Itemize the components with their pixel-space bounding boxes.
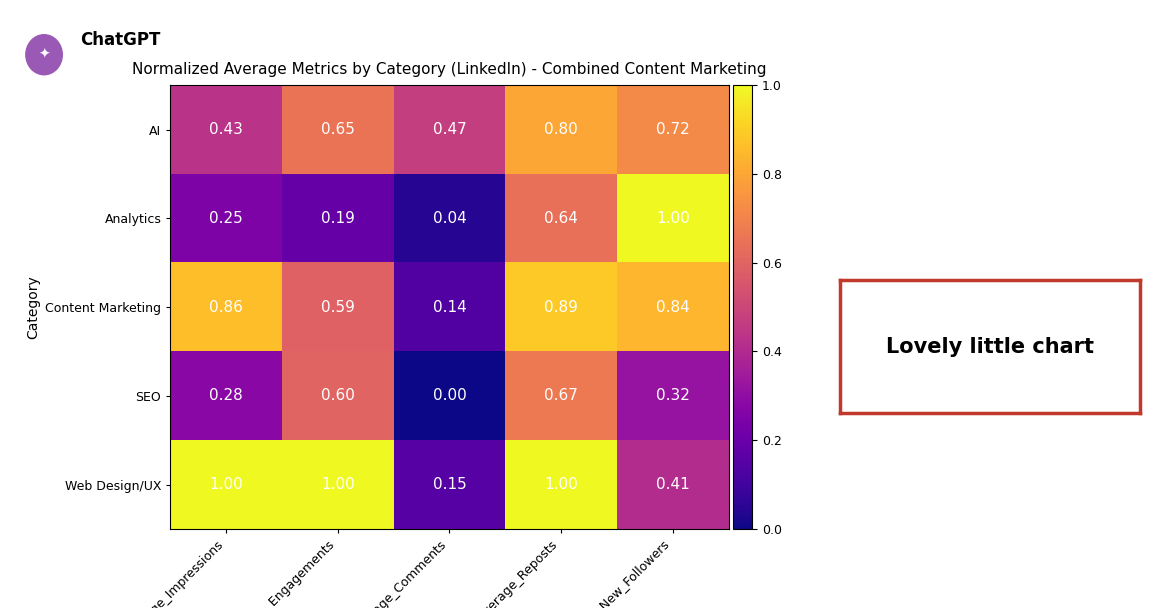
Title: Normalized Average Metrics by Category (LinkedIn) - Combined Content Marketing: Normalized Average Metrics by Category (… [132,62,766,77]
Text: 1.00: 1.00 [209,477,243,492]
Text: 0.59: 0.59 [321,300,355,314]
Text: 0.28: 0.28 [209,389,243,403]
Text: 0.14: 0.14 [432,300,466,314]
Text: 0.60: 0.60 [321,389,355,403]
Text: 0.32: 0.32 [656,389,690,403]
Text: 0.04: 0.04 [432,211,466,226]
Circle shape [26,35,62,75]
Text: 0.67: 0.67 [544,389,578,403]
Text: Lovely little chart: Lovely little chart [886,337,1094,356]
Text: 0.00: 0.00 [432,389,466,403]
Text: 0.64: 0.64 [544,211,578,226]
Text: ChatGPT: ChatGPT [80,30,160,49]
Text: 0.25: 0.25 [209,211,243,226]
Text: 1.00: 1.00 [656,211,690,226]
Text: 0.80: 0.80 [544,122,578,137]
Text: 1.00: 1.00 [544,477,578,492]
Text: 0.47: 0.47 [432,122,466,137]
Text: 0.84: 0.84 [656,300,690,314]
Text: 0.89: 0.89 [544,300,578,314]
Text: 0.19: 0.19 [321,211,355,226]
Text: 0.15: 0.15 [432,477,466,492]
Text: 1.00: 1.00 [321,477,355,492]
Text: 0.43: 0.43 [209,122,243,137]
Text: 0.86: 0.86 [209,300,243,314]
Y-axis label: Category: Category [26,275,40,339]
Text: ✦: ✦ [39,47,49,62]
Text: 0.72: 0.72 [656,122,690,137]
Text: 0.41: 0.41 [656,477,690,492]
Text: 0.65: 0.65 [321,122,355,137]
